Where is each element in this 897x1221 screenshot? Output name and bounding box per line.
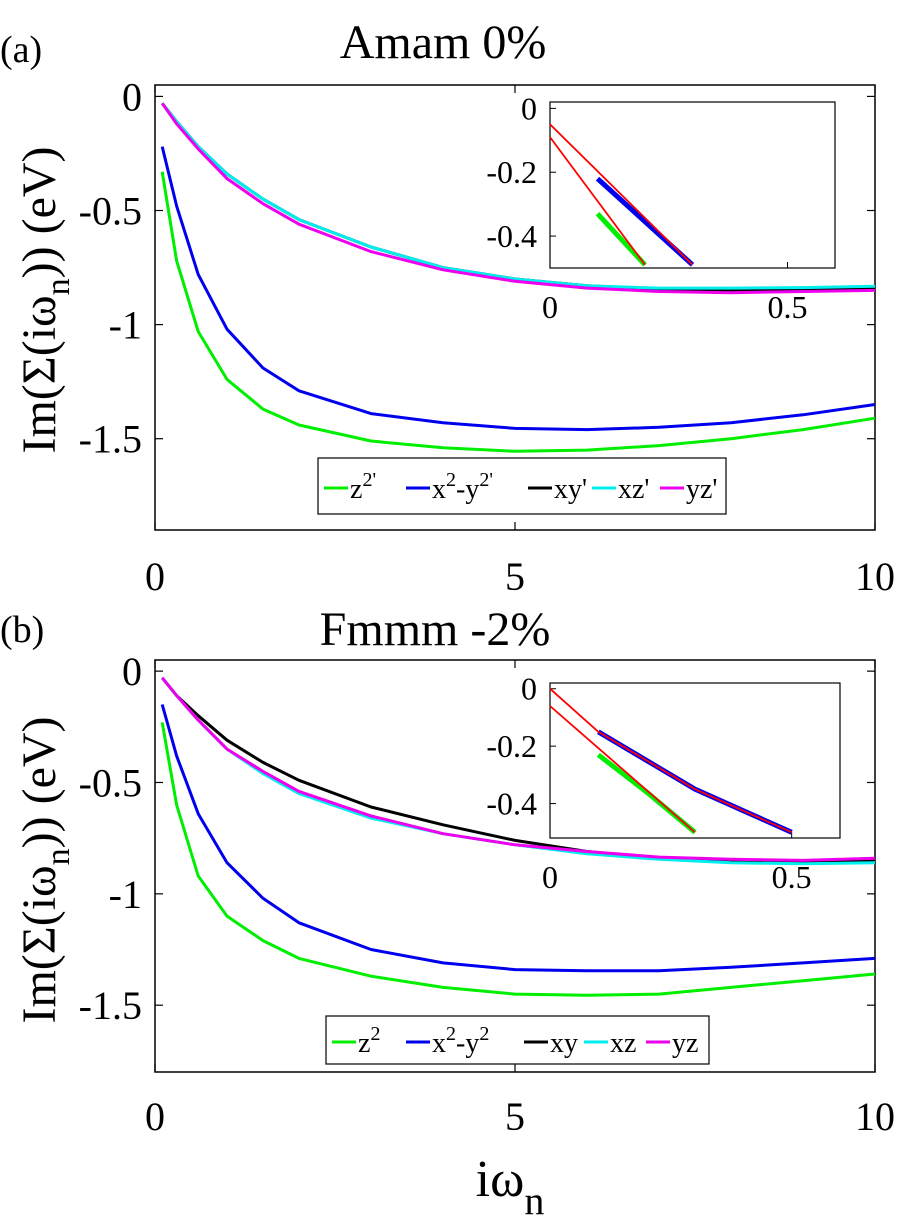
- legend-entry: yz': [686, 474, 717, 505]
- series-line-yz: [161, 676, 876, 862]
- inset-line-fit-x2y2: [549, 688, 793, 834]
- inset-x-tick-label: 0: [542, 859, 558, 895]
- x-tick-label: 0: [145, 554, 165, 599]
- inset-plot: 0 0.5 0 -0.2 -0.4: [486, 671, 841, 895]
- legend: z2' x2-y2' xy' xz' yz': [317, 457, 727, 515]
- series-line-yzp: [160, 102, 876, 295]
- series-line-z2: [160, 722, 876, 997]
- x-tick-label: 5: [505, 1094, 525, 1139]
- y-tick-label: 0: [122, 649, 142, 694]
- y-tick-label: 0: [122, 74, 142, 119]
- x-tick-label: 10: [855, 1094, 895, 1139]
- panel-label: (a): [0, 29, 42, 71]
- legend-entry: xz: [610, 1028, 636, 1059]
- y-tick-label: -1.5: [79, 417, 142, 462]
- legend-box: [317, 457, 727, 515]
- legend: z2 x2-y2 xy xz yz: [325, 1015, 710, 1065]
- inset-line-z2p-data: [595, 211, 647, 267]
- inset-x-tick-label: 0: [542, 289, 558, 325]
- y-axis-label: Im(Σ(iωn)) (eV): [13, 716, 77, 1023]
- series-line-x2y2p: [160, 146, 876, 432]
- legend-entry: xy: [550, 1028, 578, 1059]
- chart-title: Amam 0%: [340, 16, 547, 69]
- series-line-x2y2: [160, 704, 876, 973]
- inset-y-tick-label: -0.2: [486, 728, 537, 764]
- x-tick-label: 10: [855, 554, 895, 599]
- inset-y-tick-label: -0.4: [486, 786, 537, 822]
- y-axis-label: Im(Σ(iωn)) (eV): [13, 146, 77, 453]
- inset-line-fit-z2p: [549, 136, 646, 266]
- y-tick-label: -0.5: [79, 760, 142, 805]
- legend-entry: xy': [554, 474, 587, 505]
- inset-plot: 0 0.5 0 -0.2 -0.4: [486, 90, 836, 325]
- x-tick-label: 5: [505, 554, 525, 599]
- inset-y-tick-label: -0.4: [486, 218, 537, 254]
- legend-entry: z2: [358, 1023, 380, 1059]
- inset-x-tick-label: 0.5: [772, 859, 812, 895]
- inset-y-tick-label: 0: [521, 671, 537, 707]
- y-tick-label: -1: [109, 303, 142, 348]
- x-axis-label: iωn: [476, 1151, 545, 1221]
- chart-title: Fmmm -2%: [320, 603, 551, 656]
- legend-entry: yz: [672, 1028, 698, 1059]
- series-line-z2p: [160, 171, 876, 453]
- legend-entry: x2-y2: [432, 1023, 489, 1059]
- inset-frame: [549, 682, 841, 839]
- y-tick-label: -1: [109, 872, 142, 917]
- legend-entry: x2-y2': [432, 469, 493, 505]
- legend-box: [325, 1015, 710, 1065]
- inset-line-fit-z2: [549, 705, 696, 833]
- y-tick-label: -0.5: [79, 189, 142, 234]
- legend-entry: z2': [350, 469, 376, 505]
- panel-label: (b): [0, 609, 44, 651]
- series-line-xzp: [161, 102, 876, 290]
- inset-y-tick-label: 0: [521, 90, 537, 126]
- inset-line-fit-x2y2p: [549, 123, 694, 266]
- x-tick-label: 0: [145, 1094, 165, 1139]
- legend-entry: xz': [618, 474, 649, 505]
- y-tick-label: -1.5: [79, 983, 142, 1028]
- panel-a: (a) Amam 0% 0 5 10 0 -0.5 -1 -1.5Im(Σ(iωn)) (eV)…: [0, 16, 895, 599]
- panel-b: (b) Fmmm -2% 0 5 10 0 -0.5 -1 -1.5Im(Σ(iωn)) (eV…: [0, 603, 895, 1139]
- inset-y-tick-label: -0.2: [486, 154, 537, 190]
- inset-x-tick-label: 0.5: [768, 289, 808, 325]
- inset-frame: [549, 101, 836, 269]
